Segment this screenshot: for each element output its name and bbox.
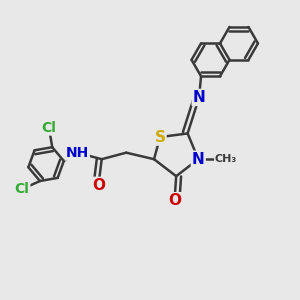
Text: O: O: [92, 178, 105, 193]
Text: S: S: [154, 130, 166, 145]
Text: Cl: Cl: [14, 182, 29, 196]
Text: N: N: [193, 90, 206, 105]
Text: O: O: [168, 193, 181, 208]
Text: CH₃: CH₃: [215, 154, 237, 164]
Text: NH: NH: [65, 146, 89, 160]
Text: Cl: Cl: [41, 121, 56, 135]
Text: N: N: [192, 152, 205, 167]
